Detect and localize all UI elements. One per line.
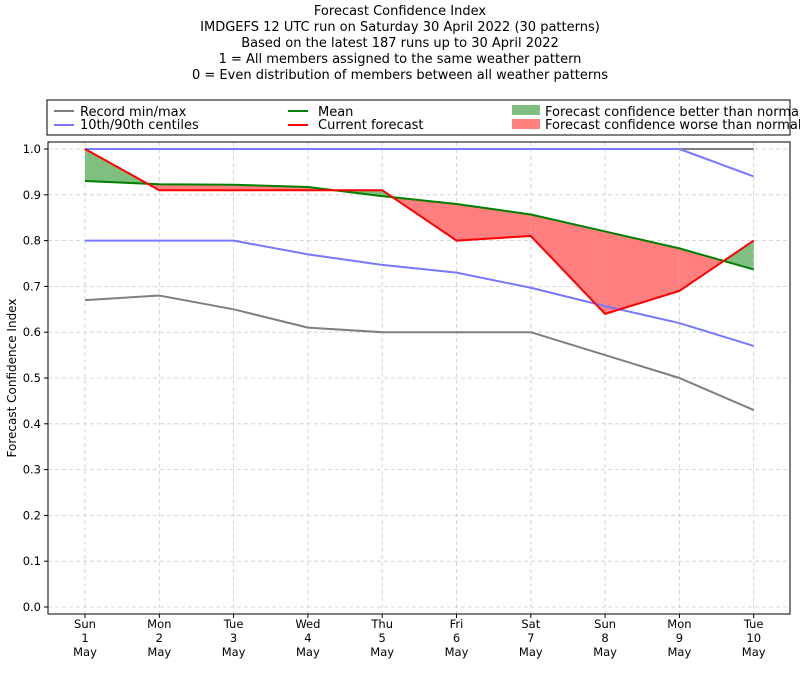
- x-tick-label: Fri: [450, 617, 464, 631]
- legend: Record min/max 10th/90th centiles Mean C…: [46, 99, 800, 136]
- y-axis-ticks: 0.0 0.1 0.2 0.3 0.4 0.5 0.6 0.7 0.8 0.9 1.0: [23, 142, 48, 614]
- x-tick-label: May: [593, 645, 617, 659]
- chart-subtitle-run: IMDGEFS 12 UTC run on Saturday 30 April …: [200, 20, 600, 35]
- x-tick-label: 1: [81, 631, 88, 645]
- y-tick-label: 0.2: [23, 508, 41, 522]
- legend-swatch-worse: [512, 119, 540, 129]
- y-tick-label: 0.5: [23, 371, 41, 385]
- p90-centile-line: [85, 148, 755, 178]
- series-lines: [84, 148, 755, 411]
- x-tick-label: May: [519, 645, 543, 659]
- x-tick-label: 5: [379, 631, 386, 645]
- x-axis-ticks: Sun1MayMon2MayTue3MayWed4MayThu5MayFri6M…: [73, 614, 766, 659]
- legend-label-mean: Mean: [318, 105, 353, 120]
- y-tick-label: 0.4: [23, 417, 41, 431]
- y-tick-label: 0.6: [23, 325, 41, 339]
- chart-subtitle-scale-low: 0 = Even distribution of members between…: [191, 68, 609, 83]
- x-tick-label: May: [73, 645, 97, 659]
- fill-worse-than-normal: [605, 231, 680, 314]
- y-axis-label: Forecast Confidence Index: [5, 299, 19, 458]
- fill-worse-than-normal: [679, 248, 724, 291]
- x-tick-label: May: [445, 645, 469, 659]
- x-tick-label: 9: [676, 631, 683, 645]
- y-tick-label: 1.0: [23, 142, 41, 156]
- legend-frame: [46, 99, 791, 136]
- x-tick-label: May: [668, 645, 692, 659]
- y-tick-label: 0.1: [23, 554, 41, 568]
- p10-centile-line: [85, 239, 754, 347]
- fill-worse-than-normal: [530, 214, 606, 314]
- y-tick-label: 0.7: [23, 279, 41, 293]
- chart-subtitle-basis: Based on the latest 187 runs up to 30 Ap…: [241, 36, 559, 51]
- x-tick-label: 3: [230, 631, 237, 645]
- x-tick-label: 10: [746, 631, 761, 645]
- legend-label-better: Forecast confidence better than normal: [545, 105, 800, 120]
- fill-worse-than-normal: [456, 203, 531, 241]
- x-tick-label: Mon: [667, 617, 691, 631]
- chart-subtitle-scale-high: 1 = All members assigned to the same wea…: [218, 52, 582, 67]
- x-tick-label: Wed: [295, 617, 320, 631]
- x-tick-label: May: [370, 645, 394, 659]
- x-tick-label: Sat: [521, 617, 540, 631]
- x-tick-label: Tue: [223, 617, 244, 631]
- legend-label-record: Record min/max: [80, 105, 187, 120]
- legend-label-current: Current forecast: [318, 118, 424, 133]
- record-min-line: [84, 294, 755, 411]
- y-tick-label: 0.9: [23, 188, 41, 202]
- confidence-fills: [85, 149, 754, 314]
- legend-swatch-better: [512, 105, 540, 115]
- chart-title: Forecast Confidence Index: [313, 4, 487, 19]
- x-tick-label: Sun: [74, 617, 96, 631]
- mean-line: [84, 180, 754, 271]
- y-tick-label: 0.0: [23, 600, 41, 614]
- x-tick-label: 6: [453, 631, 460, 645]
- x-tick-label: Tue: [743, 617, 764, 631]
- y-tick-label: 0.8: [23, 234, 41, 248]
- legend-label-centiles: 10th/90th centiles: [80, 118, 199, 133]
- fill-worse-than-normal: [159, 184, 234, 191]
- current-forecast-line: [84, 148, 755, 315]
- x-tick-label: Sun: [594, 617, 616, 631]
- y-tick-label: 0.3: [23, 463, 41, 477]
- x-tick-label: 8: [601, 631, 608, 645]
- x-tick-label: 2: [156, 631, 163, 645]
- legend-label-worse: Forecast confidence worse than normal: [545, 118, 800, 133]
- chart-title-block: Forecast Confidence Index IMDGEFS 12 UTC…: [0, 4, 800, 84]
- x-tick-label: Thu: [370, 617, 393, 631]
- x-tick-label: May: [742, 645, 766, 659]
- x-tick-label: Mon: [147, 617, 171, 631]
- x-tick-label: 7: [527, 631, 534, 645]
- x-tick-label: 4: [304, 631, 311, 645]
- x-tick-label: May: [147, 645, 171, 659]
- x-tick-label: May: [222, 645, 246, 659]
- x-tick-label: May: [296, 645, 320, 659]
